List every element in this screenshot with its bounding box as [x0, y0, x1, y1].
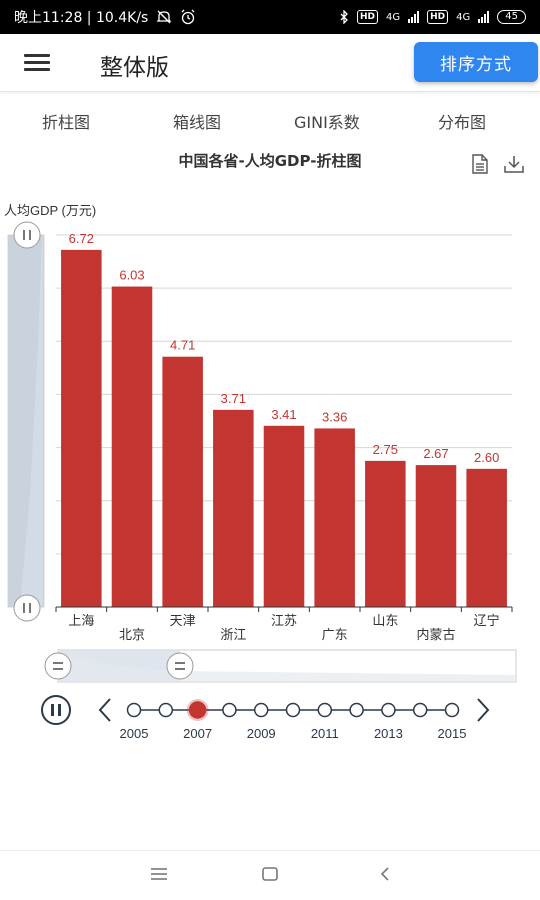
- bar-value-labels: 6.72 6.03 4.71 3.71 3.41 3.36 2.75 2.67 2.60: [69, 231, 500, 465]
- chevron-right-icon[interactable]: [477, 698, 490, 722]
- timeline-label: 2005: [120, 726, 149, 741]
- download-icon[interactable]: [503, 154, 525, 174]
- signal-icon-2: [478, 11, 490, 23]
- home-icon[interactable]: [261, 865, 279, 883]
- bar-value-label: 2.60: [474, 450, 499, 465]
- bar-value-label: 4.71: [170, 338, 195, 353]
- timeline-point-2006[interactable]: [158, 702, 174, 718]
- bar-浙江[interactable]: [213, 409, 254, 607]
- timeline-point-2005[interactable]: [126, 702, 142, 718]
- x-slider-handle-left[interactable]: [44, 652, 72, 680]
- bar-内蒙古[interactable]: [415, 465, 457, 607]
- timeline-point-2008[interactable]: [222, 702, 237, 718]
- bar-广东[interactable]: [314, 428, 355, 607]
- tab-gini[interactable]: GINI系数: [294, 113, 360, 132]
- document-icon[interactable]: [471, 154, 489, 174]
- bar-山东[interactable]: [365, 460, 406, 607]
- timeline-label: 2011: [311, 726, 339, 741]
- bar-江苏[interactable]: [263, 425, 305, 607]
- bar-value-label: 3.41: [271, 407, 296, 422]
- timeline-label: 2013: [374, 726, 403, 741]
- timeline-point-2007[interactable]: [188, 701, 207, 719]
- x-tick-label: 上海: [68, 613, 94, 628]
- x-tick-label: 山东: [372, 613, 398, 628]
- y-slider-handle-bottom[interactable]: [13, 594, 41, 622]
- status-time-speed: 晚上11:28 | 10.4K/s: [14, 10, 149, 26]
- x-tick-label: 北京: [119, 627, 145, 642]
- tab-distribution[interactable]: 分布图: [438, 113, 487, 132]
- bar-value-label: 3.71: [221, 391, 246, 406]
- timeline-point-2014[interactable]: [412, 702, 428, 718]
- timeline-point-2013[interactable]: [381, 702, 396, 718]
- bluetooth-icon: [340, 10, 348, 24]
- timeline-point-2012[interactable]: [349, 702, 364, 718]
- bar-北京[interactable]: [111, 286, 153, 607]
- hd-badge-2: HD: [427, 10, 449, 24]
- recent-apps-icon[interactable]: [150, 865, 168, 883]
- timeline[interactable]: 2005 2007 2009 2011 2013 2015: [120, 699, 467, 741]
- timeline-point-2015[interactable]: [444, 702, 460, 718]
- chart-type-tabs: 折柱图 箱线图 GINI系数 分布图: [0, 104, 540, 136]
- timeline-label: 2009: [247, 726, 276, 741]
- timeline-point-2011[interactable]: [317, 702, 333, 718]
- chevron-left-icon[interactable]: [98, 698, 111, 722]
- pause-icon[interactable]: [41, 695, 71, 725]
- sort-button[interactable]: 排序方式: [414, 42, 538, 82]
- network-label-1: 4G: [386, 11, 401, 23]
- x-tick-label: 江苏: [271, 613, 297, 628]
- x-tick-label: 浙江: [220, 627, 246, 642]
- bar-value-label: 3.36: [322, 409, 347, 424]
- bar-上海[interactable]: [61, 249, 102, 607]
- timeline-label: 2015: [438, 726, 467, 741]
- bar-value-label: 2.75: [373, 442, 398, 457]
- tab-boxplot[interactable]: 箱线图: [173, 113, 222, 132]
- menu-icon[interactable]: [24, 53, 50, 73]
- x-datazoom-slider[interactable]: [44, 649, 517, 683]
- chart-title: 中国各省-人均GDP-折柱图: [178, 152, 362, 170]
- bar-天津[interactable]: [162, 356, 203, 607]
- timeline-label: 2007: [183, 726, 212, 741]
- y-slider-handle-top[interactable]: [13, 221, 41, 249]
- y-axis-label: 人均GDP (万元): [4, 203, 96, 218]
- back-icon[interactable]: [376, 865, 394, 883]
- hd-badge-1: HD: [356, 10, 378, 24]
- bar-value-label: 2.67: [423, 446, 448, 461]
- bar-chart: 123456 人均GDP (万元) 6.726.034.713.713.413.…: [4, 203, 517, 741]
- status-bar: 晚上11:28 | 10.4K/s HD 4G HD 4G 45: [0, 0, 540, 34]
- alarm-icon: [181, 9, 195, 25]
- silent-icon: [156, 10, 172, 24]
- system-nav-bar: [0, 850, 540, 900]
- bar-value-label: 6.72: [69, 231, 94, 246]
- tab-bar-line[interactable]: 折柱图: [42, 113, 91, 132]
- timeline-point-2010[interactable]: [285, 702, 301, 718]
- x-tick-label: 辽宁: [474, 613, 500, 628]
- bar-辽宁[interactable]: [466, 468, 507, 607]
- signal-icon-1: [408, 11, 420, 23]
- page-title: 整体版: [100, 55, 169, 81]
- y-datazoom-slider[interactable]: [7, 221, 45, 622]
- x-tick-label: 天津: [170, 613, 196, 628]
- bar-value-label: 6.03: [119, 268, 144, 283]
- bar-series: [61, 249, 507, 607]
- x-tick-label: 内蒙古: [416, 627, 455, 642]
- app-bar: 整体版 排序方式: [0, 34, 540, 92]
- timeline-point-2009[interactable]: [253, 702, 269, 718]
- battery-indicator: 45: [497, 10, 526, 24]
- x-slider-handle-right[interactable]: [166, 652, 194, 680]
- x-tick-label: 广东: [322, 627, 348, 642]
- network-label-2: 4G: [456, 11, 471, 23]
